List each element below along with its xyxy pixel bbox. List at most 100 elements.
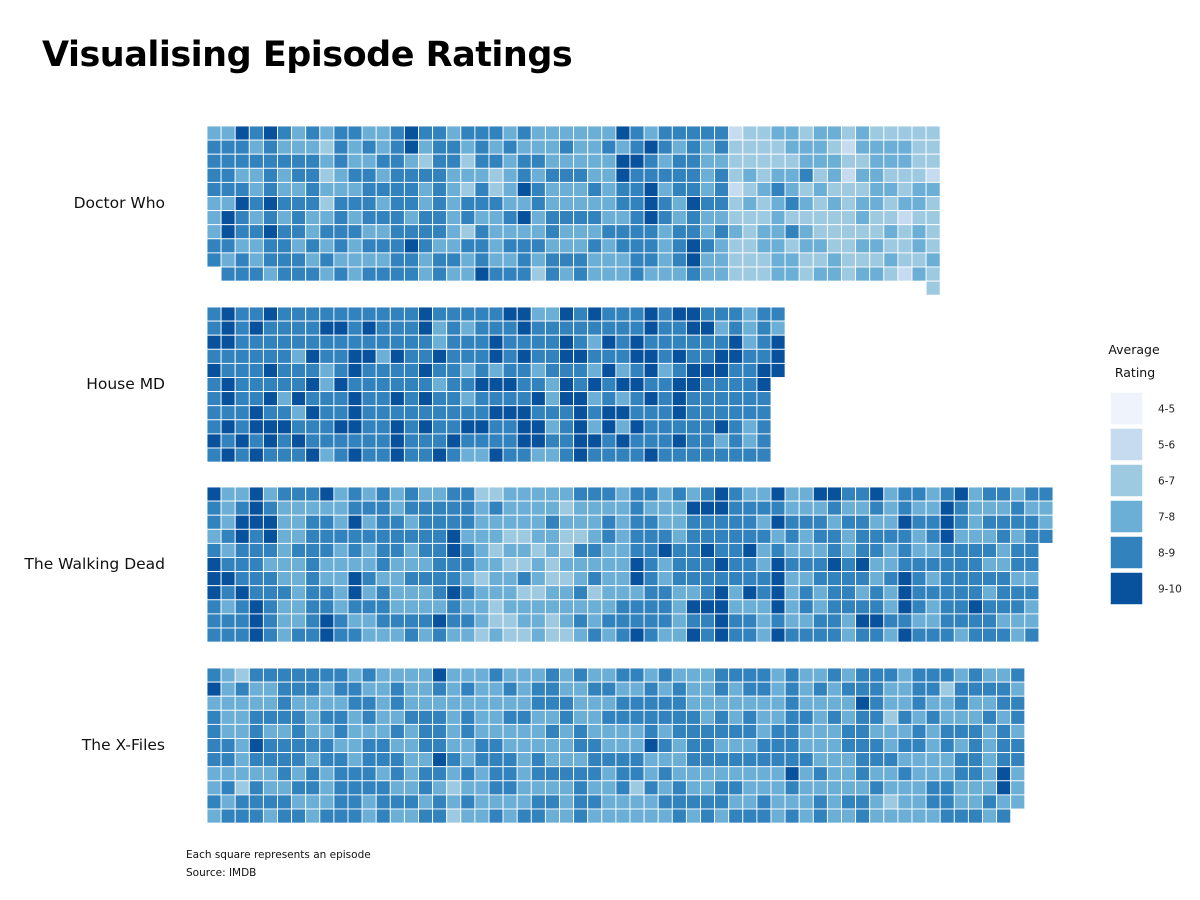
episode-cell <box>544 585 560 601</box>
episode-cell <box>996 794 1012 810</box>
episode-cell <box>488 808 504 824</box>
episode-cell <box>559 348 575 364</box>
episode-cell <box>432 320 448 336</box>
episode-cell <box>700 306 716 322</box>
episode-cell <box>967 627 983 643</box>
episode-cell <box>347 224 363 240</box>
episode-cell <box>502 181 518 197</box>
episode-cell <box>502 405 518 421</box>
episode-cell <box>544 252 560 268</box>
episode-cell <box>361 571 377 587</box>
episode-cell <box>389 557 405 573</box>
episode-cell <box>544 571 560 587</box>
episode-cell <box>615 320 631 336</box>
episode-cell <box>996 766 1012 782</box>
episode-cell <box>925 196 941 212</box>
episode-cell <box>770 210 786 226</box>
episode-cell <box>925 238 941 254</box>
episode-cell <box>770 320 786 336</box>
episode-cell <box>657 139 673 155</box>
episode-cell <box>530 224 546 240</box>
episode-cell <box>333 167 349 183</box>
episode-cell <box>361 500 377 516</box>
episode-cell <box>234 153 250 169</box>
episode-cell <box>671 557 687 573</box>
episode-cell <box>220 681 236 697</box>
episode-cell <box>629 486 645 502</box>
episode-cell <box>277 252 293 268</box>
episode-cell <box>432 306 448 322</box>
episode-cell <box>389 808 405 824</box>
episode-cell <box>262 514 278 530</box>
episode-cell <box>939 613 955 629</box>
episode-cell <box>559 266 575 282</box>
legend-label: 9-10 <box>1158 584 1182 596</box>
episode-cell <box>657 238 673 254</box>
legend-label: 7-8 <box>1158 512 1175 524</box>
episode-cell <box>685 210 701 226</box>
episode-cell <box>502 808 518 824</box>
episode-cell <box>897 766 913 782</box>
episode-cell <box>361 794 377 810</box>
episode-cell <box>460 709 476 725</box>
episode-cell <box>742 320 758 336</box>
episode-cell <box>418 627 434 643</box>
episode-cell <box>248 766 264 782</box>
episode-cell <box>714 585 730 601</box>
episode-cell <box>587 433 603 449</box>
episode-cell <box>573 391 589 407</box>
episode-cell <box>460 766 476 782</box>
episode-cell <box>812 723 828 739</box>
episode-cell <box>446 306 462 322</box>
episode-cell <box>700 405 716 421</box>
episode-cell <box>516 542 532 558</box>
episode-cell <box>573 266 589 282</box>
episode-cell <box>756 542 772 558</box>
episode-cell <box>573 348 589 364</box>
legend-title-line1: Average <box>1108 342 1160 357</box>
episode-cell <box>460 196 476 212</box>
episode-cell <box>770 139 786 155</box>
episode-cell <box>911 766 927 782</box>
episode-cell <box>855 599 871 615</box>
episode-cell <box>629 125 645 141</box>
episode-cell <box>446 571 462 587</box>
episode-cell <box>206 196 222 212</box>
episode-cell <box>559 238 575 254</box>
episode-cell <box>474 405 490 421</box>
episode-cell <box>770 599 786 615</box>
episode-cell <box>530 266 546 282</box>
episode-cell <box>418 167 434 183</box>
episode-cell <box>925 486 941 502</box>
episode-cell <box>615 334 631 350</box>
episode-cell <box>615 238 631 254</box>
episode-cell <box>728 542 744 558</box>
episode-cell <box>629 613 645 629</box>
episode-cell <box>601 794 617 810</box>
episode-cell <box>262 585 278 601</box>
episode-cell <box>629 181 645 197</box>
episode-cell <box>319 238 335 254</box>
episode-cell <box>248 500 264 516</box>
episode-cell <box>925 542 941 558</box>
episode-cell <box>573 766 589 782</box>
episode-cell <box>516 681 532 697</box>
episode-cell <box>883 486 899 502</box>
episode-cell <box>1024 599 1040 615</box>
episode-cell <box>516 557 532 573</box>
episode-cell <box>714 447 730 463</box>
episode-cell <box>728 808 744 824</box>
episode-cell <box>446 238 462 254</box>
episode-cell <box>544 391 560 407</box>
episode-cell <box>573 667 589 683</box>
episode-cell <box>587 125 603 141</box>
episode-cell <box>375 238 391 254</box>
episode-cell <box>277 348 293 364</box>
episode-cell <box>1024 500 1040 516</box>
legend-label: 6-7 <box>1158 476 1175 488</box>
episode-cell <box>502 447 518 463</box>
episode-cell <box>671 224 687 240</box>
episode-cell <box>855 181 871 197</box>
episode-cell <box>516 196 532 212</box>
episode-cell <box>784 752 800 768</box>
